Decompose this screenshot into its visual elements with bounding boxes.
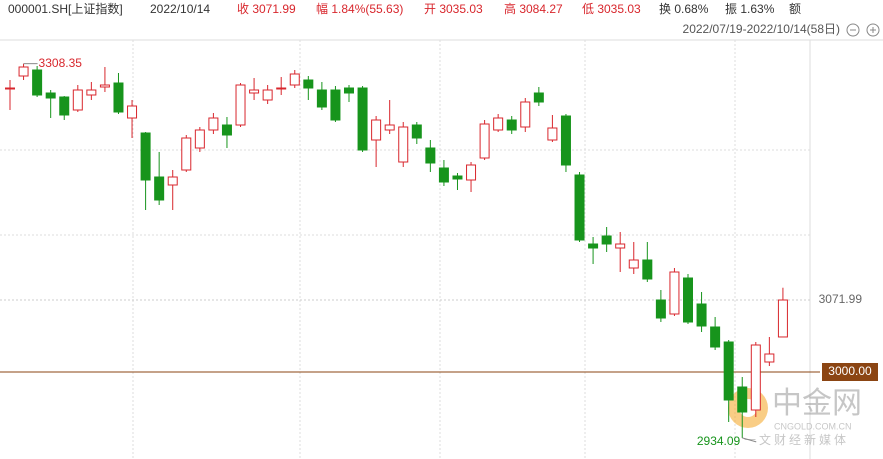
close: 收 3071.99 xyxy=(237,2,296,16)
candle-body xyxy=(276,87,287,90)
candle-body xyxy=(316,89,327,108)
candle-body xyxy=(86,89,97,96)
candle-body xyxy=(262,89,273,101)
candle-body xyxy=(371,119,382,141)
candle-body xyxy=(181,137,192,171)
brand: 中金网 xyxy=(772,387,862,420)
candle-body xyxy=(5,87,15,90)
candle-body xyxy=(208,117,219,131)
candle-body xyxy=(438,167,449,183)
candle-body xyxy=(32,69,43,96)
candle-body xyxy=(194,129,205,149)
candle-body xyxy=(615,243,626,249)
candle-body xyxy=(683,277,693,323)
range: 2022/07/19-2022/10/14(58日) xyxy=(683,22,840,36)
candle-body xyxy=(506,119,517,131)
candle-body xyxy=(357,87,368,151)
candle-body xyxy=(533,92,544,103)
candle-body xyxy=(140,132,151,181)
candle-body xyxy=(344,87,354,94)
candle-body xyxy=(235,84,246,126)
candle-body xyxy=(574,174,585,241)
candle-body xyxy=(588,243,599,249)
date: 2022/10/14 xyxy=(150,2,210,16)
candle-body xyxy=(59,96,70,116)
change: 幅 1.84%(55.63) xyxy=(316,1,403,16)
candle-body xyxy=(493,117,504,131)
low: 低 3035.03 xyxy=(582,2,641,16)
candle-body xyxy=(628,259,639,269)
candle-body xyxy=(642,259,653,280)
candle-body xyxy=(655,299,666,319)
amplitude: 振 1.63% xyxy=(725,2,775,16)
candle-body xyxy=(384,124,395,131)
high: 高 3084.27 xyxy=(504,1,563,16)
candle-body xyxy=(750,344,761,411)
candle-body xyxy=(601,235,612,245)
candle-body xyxy=(221,124,232,136)
reference-label: 3000.00 xyxy=(828,364,872,378)
candle-body xyxy=(547,127,558,141)
zoom-out[interactable] xyxy=(846,23,860,37)
candle-body xyxy=(154,176,165,201)
watermark: 中金网 CNGOLD.COM.CN 一文财经新媒体 xyxy=(728,387,862,447)
candle-body xyxy=(466,164,477,181)
candle-body xyxy=(452,175,463,180)
candle-body xyxy=(113,82,124,113)
candle-body xyxy=(303,79,314,89)
open: 开 3035.03 xyxy=(424,2,483,16)
candle-body xyxy=(425,147,436,164)
candle-body xyxy=(330,89,341,121)
candle-body xyxy=(777,299,788,338)
candle-body xyxy=(669,271,680,315)
candle-body xyxy=(696,303,707,327)
candle-body xyxy=(167,176,178,186)
code: 000001.SH[上证指数] xyxy=(8,1,123,16)
zoom-in[interactable] xyxy=(866,23,880,37)
candle-body xyxy=(560,115,571,166)
candle-body xyxy=(411,124,422,139)
candle-body xyxy=(737,386,748,413)
annotation-line xyxy=(742,437,757,443)
turnover: 换 0.68% xyxy=(659,2,709,16)
reference-box xyxy=(822,363,878,381)
candle-body xyxy=(710,326,721,348)
candle-body xyxy=(289,73,300,86)
y-tick-label: 3071.99 xyxy=(819,292,863,306)
candle-body xyxy=(72,89,83,111)
candle-body xyxy=(45,92,56,99)
annotation: 3308.35 xyxy=(39,56,83,70)
slogan: 一文财经新媒体 xyxy=(744,432,849,447)
annotation: 2934.09 xyxy=(697,434,741,448)
candle-body xyxy=(127,105,138,119)
amount: 额 xyxy=(789,2,801,16)
icon xyxy=(870,27,876,33)
candle-body xyxy=(723,341,734,401)
candle-body xyxy=(18,66,29,77)
site: CNGOLD.COM.CN xyxy=(774,421,852,431)
candle-body xyxy=(479,123,490,159)
candle-body xyxy=(99,84,110,88)
candle-body xyxy=(249,89,260,94)
candle-body xyxy=(520,101,531,128)
candle-body xyxy=(764,353,775,363)
candle-body xyxy=(398,126,409,163)
